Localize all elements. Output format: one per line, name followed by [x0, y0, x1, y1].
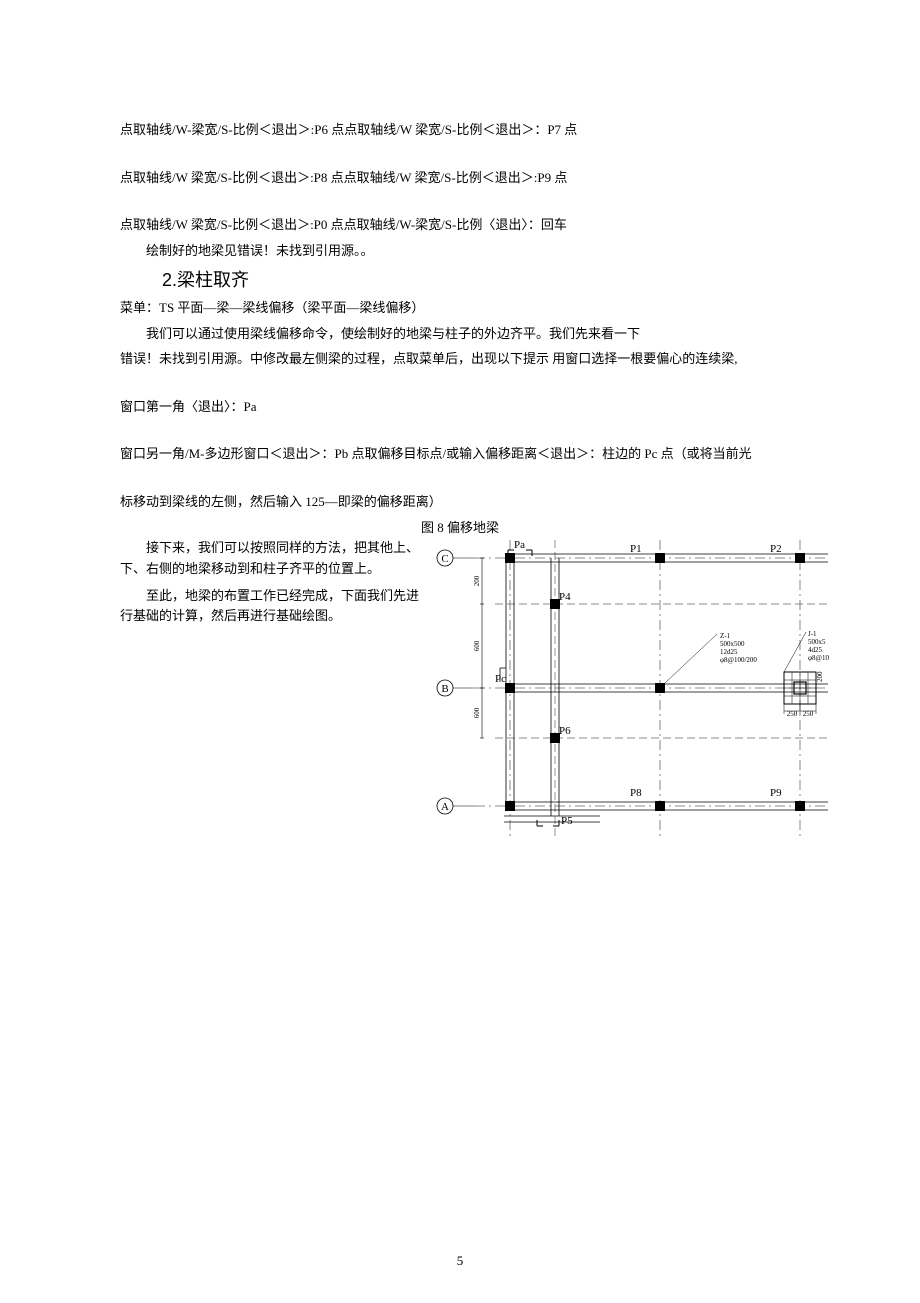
paragraph-6: 我们可以通过使用梁线偏移命令，使绘制好的地梁与柱子的外边齐平。我们先来看一下 — [120, 324, 800, 344]
svg-text:B: B — [441, 683, 448, 695]
paragraph-2: 点取轴线/W 梁宽/S-比例＜退出＞:P8 点点取轴线/W 梁宽/S-比例＜退出… — [120, 168, 800, 188]
svg-text:4d25: 4d25 — [808, 646, 823, 654]
svg-text:600: 600 — [473, 707, 481, 718]
beam-offset-diagram: C B A 200 600 600 250 250 200 Pa P1 P2 P4 Pc P6 P8 P9 P5 Z… — [430, 538, 830, 838]
svg-text:12d25: 12d25 — [720, 648, 738, 656]
svg-text:P9: P9 — [770, 787, 782, 799]
paragraph-3: 点取轴线/W 梁宽/S-比例＜退出＞:P0 点点取轴线/W-梁宽/S-比例〈退出… — [120, 215, 800, 235]
svg-text:φ8@100/200: φ8@100/200 — [720, 656, 757, 664]
svg-text:250: 250 — [803, 710, 814, 718]
svg-text:Pa: Pa — [514, 539, 525, 551]
svg-text:P5: P5 — [561, 815, 573, 827]
svg-text:P1: P1 — [630, 543, 642, 555]
paragraph-9: 窗口另一角/M-多边形窗口＜退出＞：Pb 点取偏移目标点/或输入偏移距离＜退出＞… — [120, 444, 800, 464]
left-text-column: 接下来，我们可以按照同样的方法，把其他上、下、右侧的地梁移动到和柱子齐平的位置上… — [120, 538, 420, 627]
paragraph-8: 窗口第一角〈退出〉：Pa — [120, 397, 800, 417]
svg-text:600: 600 — [473, 640, 481, 651]
left-para-2: 至此，地梁的布置工作已经完成，下面我们先进行基础的计算，然后再进行基础绘图。 — [120, 586, 420, 628]
left-para-1: 接下来，我们可以按照同样的方法，把其他上、下、右侧的地梁移动到和柱子齐平的位置上… — [120, 538, 420, 580]
svg-text:200: 200 — [816, 671, 824, 682]
paragraph-10: 标移动到梁线的左侧，然后输入 125—即梁的偏移距离） — [120, 492, 800, 512]
svg-text:P2: P2 — [770, 543, 782, 555]
svg-text:250: 250 — [787, 710, 798, 718]
svg-text:P6: P6 — [559, 725, 571, 737]
svg-text:P8: P8 — [630, 787, 642, 799]
svg-text:A: A — [441, 801, 449, 813]
figure-column: C B A 200 600 600 250 250 200 Pa P1 P2 P4 Pc P6 P8 P9 P5 Z… — [430, 538, 830, 838]
svg-text:C: C — [441, 553, 448, 565]
paragraph-1: 点取轴线/W-梁宽/S-比例＜退出＞:P6 点点取轴线/W 梁宽/S-比例＜退出… — [120, 120, 800, 140]
svg-text:200: 200 — [473, 575, 481, 586]
svg-text:Z-1: Z-1 — [720, 632, 731, 640]
section-heading: 2.梁柱取齐 — [162, 266, 800, 292]
paragraph-7: 错误！未找到引用源。中修改最左侧梁的过程，点取菜单后，出现以下提示 用窗口选择一… — [120, 349, 800, 369]
svg-text:P4: P4 — [559, 591, 571, 603]
svg-text:500x500: 500x500 — [720, 640, 745, 648]
paragraph-5: 菜单：TS 平面—梁—梁线偏移（梁平面—梁线偏移） — [120, 298, 800, 318]
page-number: 5 — [0, 1253, 920, 1269]
two-column-region: 接下来，我们可以按照同样的方法，把其他上、下、右侧的地梁移动到和柱子齐平的位置上… — [120, 538, 800, 838]
svg-text:500x5: 500x5 — [808, 638, 826, 646]
paragraph-4: 绘制好的地梁见错误！未找到引用源。。 — [120, 241, 800, 261]
figure-caption: 图 8 偏移地梁 — [120, 517, 800, 536]
document-page: 点取轴线/W-梁宽/S-比例＜退出＞:P6 点点取轴线/W 梁宽/S-比例＜退出… — [0, 0, 920, 1303]
svg-text:φ8@10: φ8@10 — [808, 654, 829, 662]
svg-text:J-1: J-1 — [808, 630, 817, 638]
svg-text:Pc: Pc — [495, 673, 506, 685]
